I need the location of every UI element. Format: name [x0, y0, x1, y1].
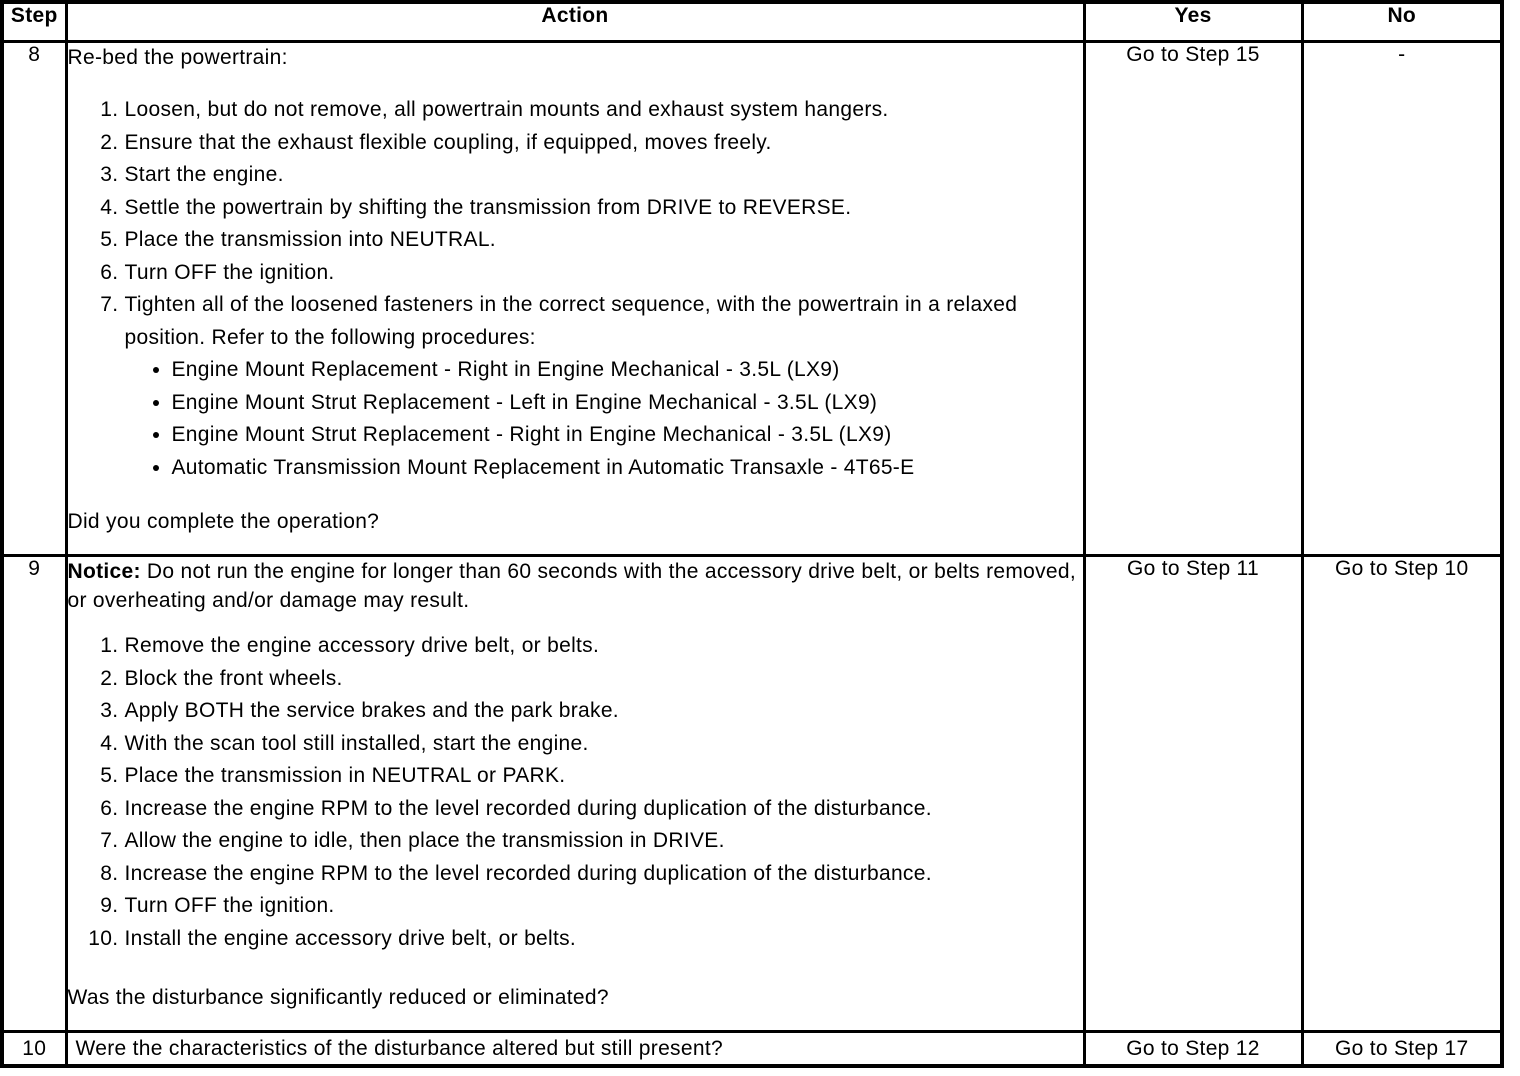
list-item: Loosen, but do not remove, all powertrai… — [125, 94, 1083, 127]
list-item: Place the transmission into NEUTRAL. — [125, 224, 1083, 257]
list-item: Engine Mount Replacement - Right in Engi… — [172, 354, 1083, 387]
list-item: Engine Mount Strut Replacement - Left in… — [172, 387, 1083, 420]
list-item: Ensure that the exhaust flexible couplin… — [125, 127, 1083, 160]
yes-cell: Go to Step 15 — [1082, 40, 1304, 557]
numbered-steps-list: Remove the engine accessory drive belt, … — [68, 630, 1083, 955]
question-text: Did you complete the operation? — [67, 510, 380, 533]
column-header-no: No — [1300, 0, 1504, 43]
notice-text: Do not run the engine for longer than 60… — [67, 560, 1077, 612]
table-row-step-8: 8 Re-bed the powertrain: Loosen, but do … — [0, 40, 1504, 557]
action-content: Re-bed the powertrain: Loosen, but do no… — [68, 43, 1083, 536]
action-intro: Re-bed the powertrain: — [67, 46, 288, 69]
list-item: Increase the engine RPM to the level rec… — [125, 793, 1083, 826]
list-item: Place the transmission in NEUTRAL or PAR… — [125, 760, 1083, 793]
list-item: Settle the powertrain by shifting the tr… — [125, 192, 1083, 225]
procedures-bullet-list: Engine Mount Replacement - Right in Engi… — [68, 354, 1083, 484]
column-header-step: Step — [0, 0, 68, 43]
list-item: Turn OFF the ignition. — [125, 257, 1083, 290]
numbered-steps-list: Loosen, but do not remove, all powertrai… — [68, 94, 1083, 354]
action-content: Notice: Do not run the engine for longer… — [68, 557, 1083, 1012]
step-number: 9 — [0, 554, 68, 1033]
list-item: Tighten all of the loosened fasteners in… — [125, 289, 1083, 354]
yes-cell: Go to Step 11 — [1082, 554, 1304, 1033]
table-row-step-10: 10 Were the characteristics of the distu… — [0, 1030, 1504, 1068]
notice-paragraph: Notice: Do not run the engine for longer… — [68, 557, 1083, 615]
header-row: Step Action Yes No — [0, 0, 1504, 43]
column-header-yes: Yes — [1082, 0, 1304, 43]
list-item: Remove the engine accessory drive belt, … — [125, 630, 1083, 663]
step-number: 10 — [0, 1030, 68, 1068]
list-item: Engine Mount Strut Replacement - Right i… — [172, 419, 1083, 452]
column-header-action: Action — [64, 0, 1086, 43]
list-item: Turn OFF the ignition. — [125, 890, 1083, 923]
list-item: Install the engine accessory drive belt,… — [125, 923, 1083, 956]
list-item: Block the front wheels. — [125, 663, 1083, 696]
no-cell: Go to Step 17 — [1300, 1030, 1504, 1068]
action-cell: Were the characteristics of the disturba… — [64, 1030, 1086, 1068]
action-cell: Re-bed the powertrain: Loosen, but do no… — [64, 40, 1086, 557]
action-cell: Notice: Do not run the engine for longer… — [64, 554, 1086, 1033]
no-cell: Go to Step 10 — [1300, 554, 1504, 1033]
list-item: With the scan tool still installed, star… — [125, 728, 1083, 761]
notice-label: Notice: — [67, 560, 141, 583]
yes-cell: Go to Step 12 — [1082, 1030, 1304, 1068]
list-item: Start the engine. — [125, 159, 1083, 192]
list-item: Apply BOTH the service brakes and the pa… — [125, 695, 1083, 728]
question-text: Were the characteristics of the disturba… — [75, 1037, 723, 1060]
list-item: Automatic Transmission Mount Replacement… — [172, 452, 1083, 485]
question-text: Was the disturbance significantly reduce… — [67, 986, 609, 1009]
list-item: Increase the engine RPM to the level rec… — [125, 858, 1083, 891]
step-number: 8 — [0, 40, 68, 557]
no-cell: - — [1300, 40, 1504, 557]
list-item: Allow the engine to idle, then place the… — [125, 825, 1083, 858]
table-row-step-9: 9 Notice: Do not run the engine for long… — [0, 554, 1504, 1033]
